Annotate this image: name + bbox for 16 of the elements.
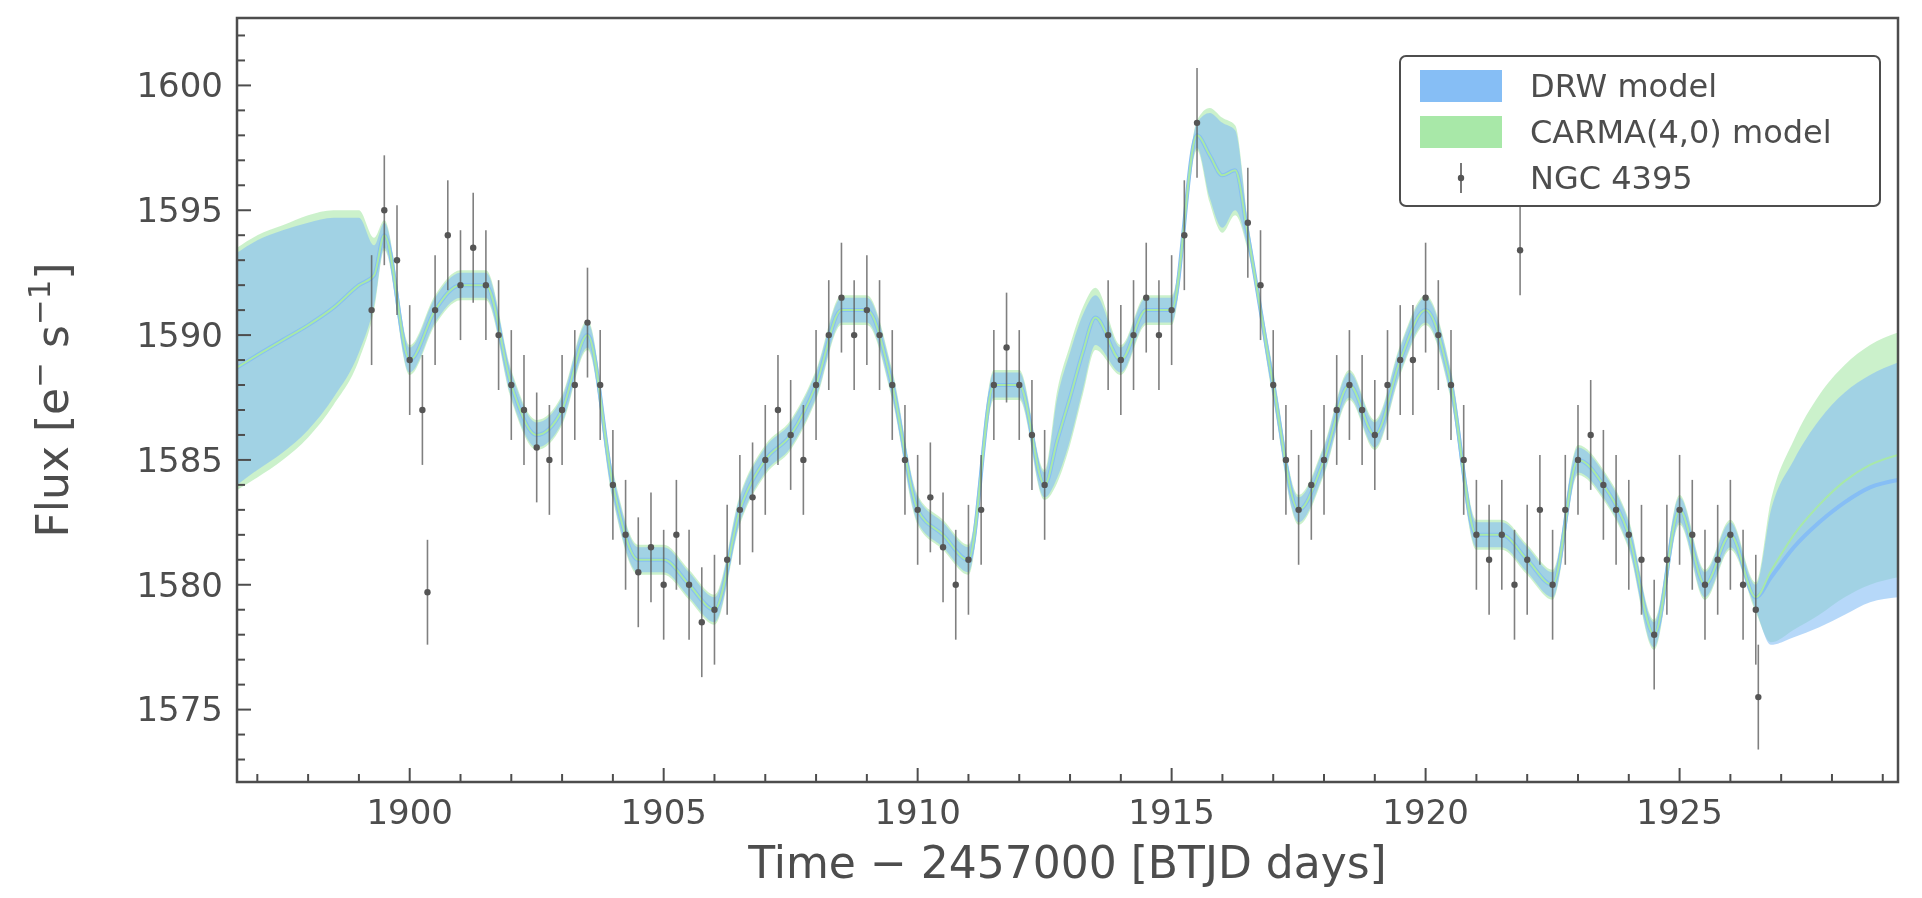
x-tick-label: 1925	[1636, 792, 1723, 832]
y-tick-label: 1595	[136, 190, 223, 231]
y-tick-label: 1590	[136, 314, 223, 355]
y-tick-label: 1580	[136, 564, 223, 605]
x-axis-title: Time − 2457000 [BTJD days]	[747, 837, 1387, 888]
legend-label: NGC 4395	[1530, 159, 1693, 198]
legend-label: CARMA(4,0) model	[1530, 113, 1832, 152]
x-tick-label: 1905	[620, 792, 707, 832]
y-tick-label: 1585	[136, 439, 223, 480]
y-tick-label: 1600	[136, 65, 223, 106]
legend-label: DRW model	[1530, 67, 1718, 106]
x-tick-label: 1920	[1382, 792, 1469, 832]
y-tick-label: 1575	[136, 689, 223, 730]
x-tick-label: 1910	[874, 792, 961, 832]
x-tick-label: 1900	[366, 792, 453, 832]
x-tick-label: 1915	[1128, 792, 1215, 832]
